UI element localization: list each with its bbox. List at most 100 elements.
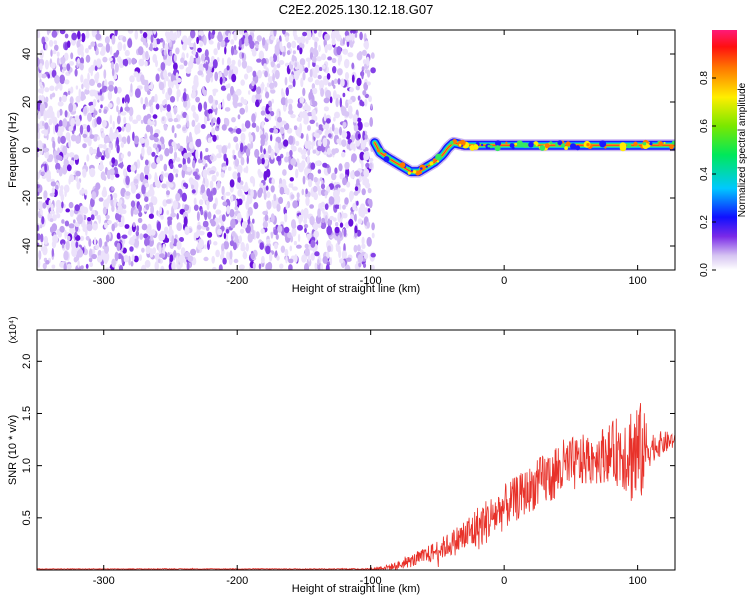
noise-cell xyxy=(258,263,262,270)
noise-cell xyxy=(139,30,143,34)
noise-cell xyxy=(286,188,290,196)
x-tick-label: -200 xyxy=(226,575,248,587)
noise-cell xyxy=(95,49,99,56)
noise-cell xyxy=(48,199,52,209)
noise-cell xyxy=(207,71,214,78)
noise-cell xyxy=(290,114,296,119)
noise-cell xyxy=(312,185,318,193)
noise-cell xyxy=(280,97,287,106)
noise-cell xyxy=(89,105,94,113)
noise-cell xyxy=(68,126,74,132)
noise-cell xyxy=(222,201,228,206)
noise-cell xyxy=(191,104,196,112)
signal-track-blob xyxy=(636,144,640,148)
noise-cell xyxy=(339,222,344,228)
noise-cell xyxy=(296,244,302,249)
noise-cell xyxy=(142,103,146,110)
noise-cell xyxy=(270,35,276,41)
noise-cell xyxy=(275,250,278,257)
noise-cell xyxy=(118,222,124,228)
noise-cell xyxy=(39,224,43,229)
noise-cell xyxy=(311,141,314,150)
noise-cell xyxy=(44,151,50,159)
noise-cell xyxy=(127,30,134,34)
noise-cell xyxy=(59,74,65,85)
noise-cell xyxy=(314,79,320,86)
noise-cell xyxy=(105,234,110,243)
noise-cell xyxy=(150,204,155,215)
noise-cell xyxy=(203,89,207,97)
noise-cell xyxy=(129,246,134,252)
noise-cell xyxy=(117,56,122,63)
noise-cell xyxy=(305,196,310,206)
noise-cell xyxy=(80,74,84,83)
noise-cell xyxy=(186,100,191,109)
noise-cell xyxy=(62,63,68,69)
noise-cell xyxy=(89,167,96,178)
noise-cell xyxy=(345,221,350,229)
noise-cell xyxy=(68,139,71,149)
noise-cell xyxy=(203,155,210,161)
noise-cell xyxy=(242,253,248,259)
noise-cell xyxy=(192,160,196,169)
y-tick-label: 20 xyxy=(21,96,33,108)
noise-cell xyxy=(325,264,330,270)
noise-cell xyxy=(85,54,91,63)
noise-cell xyxy=(240,96,245,104)
noise-cell xyxy=(44,122,49,130)
noise-cell xyxy=(139,254,142,261)
noise-cell xyxy=(111,223,115,232)
noise-cell xyxy=(100,95,104,102)
noise-cell xyxy=(53,40,58,45)
noise-cell xyxy=(136,225,140,232)
noise-cell xyxy=(356,117,362,123)
noise-cell xyxy=(297,233,301,242)
noise-cell xyxy=(52,214,57,222)
noise-cell xyxy=(226,65,230,71)
noise-cell xyxy=(347,99,353,105)
noise-cell xyxy=(160,173,164,182)
noise-cell xyxy=(85,235,90,241)
noise-cell xyxy=(324,203,329,210)
noise-cell xyxy=(133,178,139,184)
noise-cell xyxy=(247,233,253,243)
noise-cell xyxy=(159,230,166,241)
noise-cell xyxy=(140,264,147,270)
noise-cell xyxy=(225,191,231,196)
noise-cell xyxy=(241,127,247,132)
noise-cell xyxy=(247,206,253,216)
noise-cell xyxy=(123,255,130,263)
noise-cell xyxy=(296,130,300,137)
noise-cell xyxy=(359,99,363,106)
noise-cell xyxy=(319,30,323,35)
noise-cell xyxy=(324,121,330,130)
noise-cell xyxy=(205,178,209,188)
noise-cell xyxy=(207,211,212,220)
snr-panel: -300 -200 -100 0 100 0.5 1.0 1.5 2.0 Height of … xyxy=(7,316,676,595)
noise-cell xyxy=(351,32,354,42)
noise-cell xyxy=(307,60,311,69)
noise-cell xyxy=(245,243,249,252)
noise-cell xyxy=(68,102,74,113)
noise-cell xyxy=(180,57,185,63)
noise-cell xyxy=(238,264,245,270)
noise-cell xyxy=(197,70,203,76)
noise-cell xyxy=(118,265,124,270)
noise-cell xyxy=(51,240,57,249)
noise-cell xyxy=(129,106,134,117)
x-tick-label: -300 xyxy=(93,275,115,287)
noise-cell xyxy=(349,142,355,150)
noise-cell xyxy=(96,116,102,125)
noise-cell xyxy=(292,30,297,38)
noise-cell xyxy=(307,30,312,41)
x-tick-label: 100 xyxy=(628,275,646,287)
noise-cell xyxy=(74,231,78,237)
spectrogram-noise-region xyxy=(37,30,376,270)
noise-cell xyxy=(346,142,350,150)
noise-cell xyxy=(346,257,352,262)
noise-cell xyxy=(62,145,68,156)
noise-cell xyxy=(257,69,262,79)
noise-cell xyxy=(258,187,263,195)
noise-cell xyxy=(215,171,219,177)
noise-cell xyxy=(268,106,273,112)
